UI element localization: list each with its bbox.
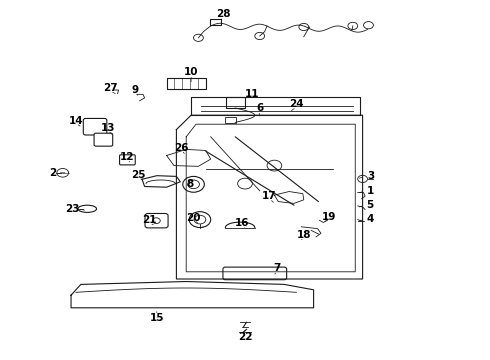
Text: 24: 24 bbox=[289, 99, 304, 109]
Text: 17: 17 bbox=[262, 191, 277, 201]
Text: 3: 3 bbox=[368, 171, 375, 181]
Text: 28: 28 bbox=[217, 9, 231, 19]
Text: 5: 5 bbox=[367, 200, 374, 210]
Text: 4: 4 bbox=[367, 214, 374, 224]
Text: 9: 9 bbox=[131, 85, 138, 95]
Bar bbox=[210, 19, 220, 25]
FancyBboxPatch shape bbox=[83, 118, 107, 135]
Text: 11: 11 bbox=[245, 89, 260, 99]
Text: 8: 8 bbox=[186, 179, 193, 189]
FancyBboxPatch shape bbox=[120, 155, 135, 165]
Text: 25: 25 bbox=[131, 170, 146, 180]
Text: 12: 12 bbox=[120, 152, 135, 162]
Bar bbox=[226, 97, 245, 108]
FancyBboxPatch shape bbox=[94, 133, 113, 146]
Bar bbox=[225, 117, 236, 123]
Text: 23: 23 bbox=[65, 204, 80, 214]
Text: 22: 22 bbox=[238, 332, 252, 342]
Text: 26: 26 bbox=[174, 143, 189, 153]
FancyBboxPatch shape bbox=[145, 213, 168, 228]
Text: 19: 19 bbox=[322, 212, 337, 222]
Text: 20: 20 bbox=[186, 213, 201, 223]
Text: 1: 1 bbox=[367, 186, 374, 196]
Bar bbox=[167, 78, 206, 89]
Text: 21: 21 bbox=[142, 215, 157, 225]
Text: 14: 14 bbox=[69, 116, 83, 126]
Text: 2: 2 bbox=[49, 168, 56, 178]
FancyBboxPatch shape bbox=[223, 267, 287, 280]
Text: 10: 10 bbox=[184, 67, 198, 77]
Text: 16: 16 bbox=[235, 218, 250, 228]
Text: 27: 27 bbox=[103, 83, 118, 93]
Text: 7: 7 bbox=[273, 263, 281, 273]
Text: 18: 18 bbox=[296, 230, 311, 240]
Text: 6: 6 bbox=[256, 103, 263, 113]
Text: 15: 15 bbox=[149, 312, 164, 323]
Text: 13: 13 bbox=[100, 123, 115, 133]
